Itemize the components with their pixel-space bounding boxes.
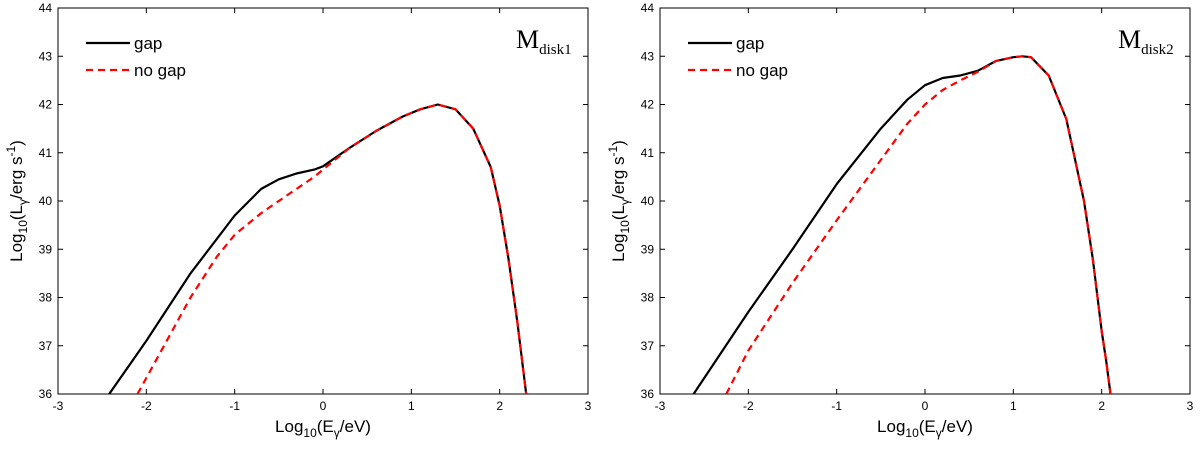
y-axis-label-sub: γ [618,199,632,205]
y-axis-label-part: (L [609,205,628,220]
x-tick-label: 2 [496,399,503,413]
y-tick-label: 42 [641,98,655,112]
x-tick-label: 3 [585,399,592,413]
series-line-no-gap [136,103,528,394]
y-tick-label: 43 [39,49,53,63]
x-axis-label-part: Log [275,417,303,436]
x-axis-label: Log10(Eγ/eV) [877,417,973,440]
legend-label: no gap [736,61,788,80]
y-axis-label-sup: -1 [606,145,620,156]
x-tick-label: 1 [1010,399,1017,413]
series-line-no-gap [725,55,1112,394]
legend-label: gap [736,34,764,53]
y-axis-label-part: ) [7,140,26,146]
y-tick-label: 37 [39,339,53,353]
panel-title-main: M [1118,25,1141,54]
chart-panel-2: -3 -2 -1 0 1 2 3 36 37 38 39 40 41 42 43 44 gap no gap Mdi… [606,1,1194,440]
x-axis-label-part: (E [919,417,936,436]
x-axis-label-sub: 10 [905,426,919,440]
x-axis-label-part: /eV) [340,417,371,436]
panel-title-sub: disk1 [539,42,572,58]
y-tick-label: 41 [39,146,53,160]
y-tick-label: 39 [39,242,53,256]
y-axis-label-sup: -1 [4,145,18,156]
panel-title: Mdisk2 [1118,25,1174,58]
y-tick-label: 41 [641,146,655,160]
legend-label: no gap [134,61,186,80]
x-tick-label: -1 [831,399,842,413]
y-tick-label: 39 [641,242,655,256]
y-axis-label-sub: γ [16,199,30,205]
x-tick-label: 2 [1098,399,1105,413]
x-axis-label-sub: 10 [303,426,317,440]
y-axis-label-part: /erg s [7,156,26,199]
x-axis-label-sub: γ [334,426,340,440]
panel-title-sub: disk2 [1141,42,1174,58]
y-tick-label: 44 [39,1,53,15]
x-tick-label: -3 [53,399,64,413]
y-tick-label: 40 [641,194,655,208]
x-tick-label: -2 [141,399,152,413]
y-tick-label: 38 [39,291,53,305]
y-axis-label-part: ) [609,140,628,146]
y-tick-label: 36 [39,387,53,401]
y-tick-label: 44 [641,1,655,15]
y-tick-label: 36 [641,387,655,401]
x-tick-label: -3 [655,399,666,413]
panel-title: Mdisk1 [516,25,572,58]
y-axis-label: Log10(Lγ/erg s-1) [4,140,30,262]
y-tick-label: 43 [641,49,655,63]
x-tick-label: 3 [1187,399,1194,413]
x-tick-label: -1 [229,399,240,413]
chart-panel-1: -3 -2 -1 0 1 2 3 36 37 38 39 40 41 42 43 44 gap no gap Mdi… [4,1,592,440]
y-tick-label: 37 [641,339,655,353]
x-tick-label: 0 [922,399,929,413]
x-axis-label-sub: γ [936,426,942,440]
x-axis-label-part: Log [877,417,905,436]
y-axis-label-part: (L [7,205,26,220]
x-axis-label-part: (E [317,417,334,436]
y-tick-label: 42 [39,98,53,112]
y-tick-label: 38 [641,291,655,305]
y-axis-label-part: Log [609,233,628,261]
y-axis-label: Log10(Lγ/erg s-1) [606,140,632,262]
legend-label: gap [134,34,162,53]
x-axis-label: Log10(Eγ/eV) [275,417,371,440]
y-axis-label-sub: 10 [16,220,30,234]
y-axis-label-part: Log [7,233,26,261]
x-tick-label: -2 [743,399,754,413]
x-tick-label: 0 [320,399,327,413]
y-axis-label-sub: 10 [618,220,632,234]
x-tick-label: 1 [408,399,415,413]
y-axis-label-part: /erg s [609,156,628,199]
x-axis-label-part: /eV) [942,417,973,436]
y-tick-label: 40 [39,194,53,208]
panel-title-main: M [516,25,539,54]
